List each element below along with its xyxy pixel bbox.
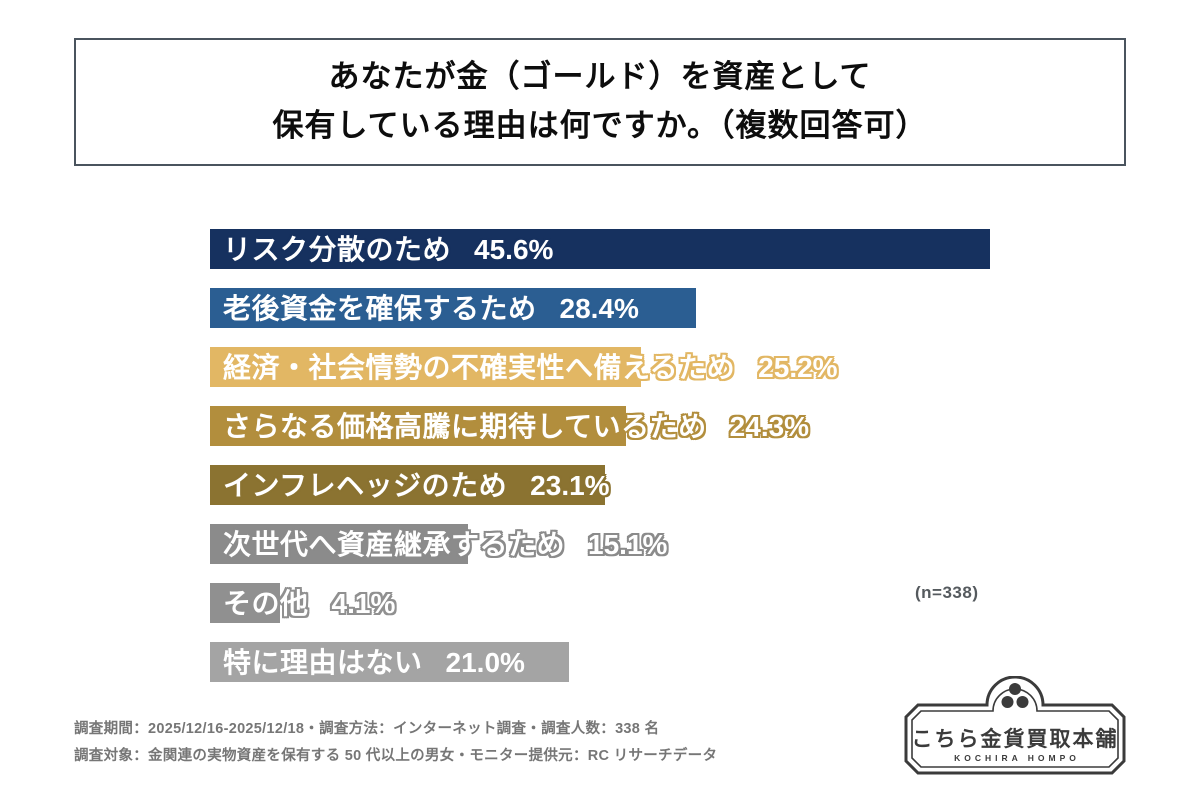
bar-value-text: 4.1% <box>331 588 396 619</box>
bar-value-text: 25.2% <box>758 352 838 383</box>
logo-name-en: KOCHIRA HOMPO <box>954 753 1080 763</box>
bar-category-text: 老後資金を確保するため <box>223 293 537 324</box>
bar-category-text: 経済・社会情勢の不確実性へ備えるため <box>223 352 736 383</box>
bar-fill <box>210 347 641 387</box>
bar-fill <box>210 524 468 564</box>
survey-footnotes: 調査期間：2025/12/16-2025/12/18・調査方法：インターネット調… <box>74 716 717 770</box>
crest-dot-right <box>1016 696 1029 708</box>
bar-label: リスク分散のため 45.6% <box>223 229 553 269</box>
bar-category-text: インフレヘッジのため <box>223 470 508 501</box>
bar-label: インフレヘッジのため 23.1% <box>223 465 610 505</box>
bar-row: その他 4.1% <box>210 583 1130 623</box>
bar-value-text: 28.4% <box>559 293 639 324</box>
bar-fill <box>210 583 280 623</box>
crest-dot-top <box>1009 683 1021 695</box>
bar-category-text: リスク分散のため <box>223 234 452 265</box>
bar-row: さらなる価格高騰に期待しているため 24.3% <box>210 406 1130 446</box>
logo-badge-icon: こちら金貨買取本舗 KOCHIRA HOMPO <box>904 675 1126 775</box>
bar-row: 次世代へ資産継承するため 15.1% <box>210 524 1130 564</box>
crest-dot-left <box>1001 696 1014 708</box>
bar-category-text: 特に理由はない <box>223 647 423 678</box>
bar-fill <box>210 229 990 269</box>
company-logo: こちら金貨買取本舗 KOCHIRA HOMPO <box>903 675 1127 776</box>
bar-row: 老後資金を確保するため 28.4% <box>210 288 1130 328</box>
bar-fill <box>210 465 605 505</box>
bar-value-text: 45.6% <box>474 234 554 265</box>
bar-label: 老後資金を確保するため 28.4% <box>223 288 639 328</box>
bar-category-text: 次世代へ資産継承するため <box>223 529 566 560</box>
bar-fill <box>210 406 626 446</box>
bar-chart: リスク分散のため 45.6% 老後資金を確保するため 28.4% 経済・社会情勢の不確実… <box>210 229 1130 689</box>
bar-row: インフレヘッジのため 23.1% <box>210 465 1130 505</box>
bar-value-text: 23.1% <box>530 470 610 501</box>
footnote-line-2: 調査対象：金関連の実物資産を保有する 50 代以上の男女・モニター提供元：RC … <box>74 748 718 764</box>
bar-label: 次世代へ資産継承するため 15.1% <box>223 524 667 564</box>
bar-label: 特に理由はない 21.0% <box>223 642 525 682</box>
page-title-line-1: あなたが金（ゴールド）を資産として <box>328 59 872 95</box>
bar-row: 経済・社会情勢の不確実性へ備えるため 25.2% <box>210 347 1130 387</box>
sample-size-label: (n=338) <box>915 583 979 602</box>
bar-row: 特に理由はない 21.0% <box>210 642 1130 682</box>
logo-name-jp: こちら金貨買取本舗 <box>912 727 1119 751</box>
bar-row: リスク分散のため 45.6% <box>210 229 1130 269</box>
bar-fill <box>210 288 696 328</box>
footnote-line-1: 調査期間：2025/12/16-2025/12/18・調査方法：インターネット調… <box>74 721 660 737</box>
bar-label: 経済・社会情勢の不確実性へ備えるため 25.2% <box>223 347 838 387</box>
title-box: あなたが金（ゴールド）を資産として 保有している理由は何ですか。（複数回答可） <box>74 38 1126 166</box>
bar-category-text: さらなる価格高騰に期待しているため <box>223 411 707 442</box>
bar-category-text: その他 <box>223 588 309 619</box>
bar-fill <box>210 642 569 682</box>
page-title-line-2: 保有している理由は何ですか。（複数回答可） <box>272 108 928 143</box>
bar-label: その他 4.1% <box>223 583 395 623</box>
bar-value-text: 21.0% <box>445 647 525 678</box>
bar-value-text: 15.1% <box>588 529 668 560</box>
bar-value-text: 24.3% <box>729 411 810 442</box>
bar-label: さらなる価格高騰に期待しているため 24.3% <box>223 406 809 446</box>
